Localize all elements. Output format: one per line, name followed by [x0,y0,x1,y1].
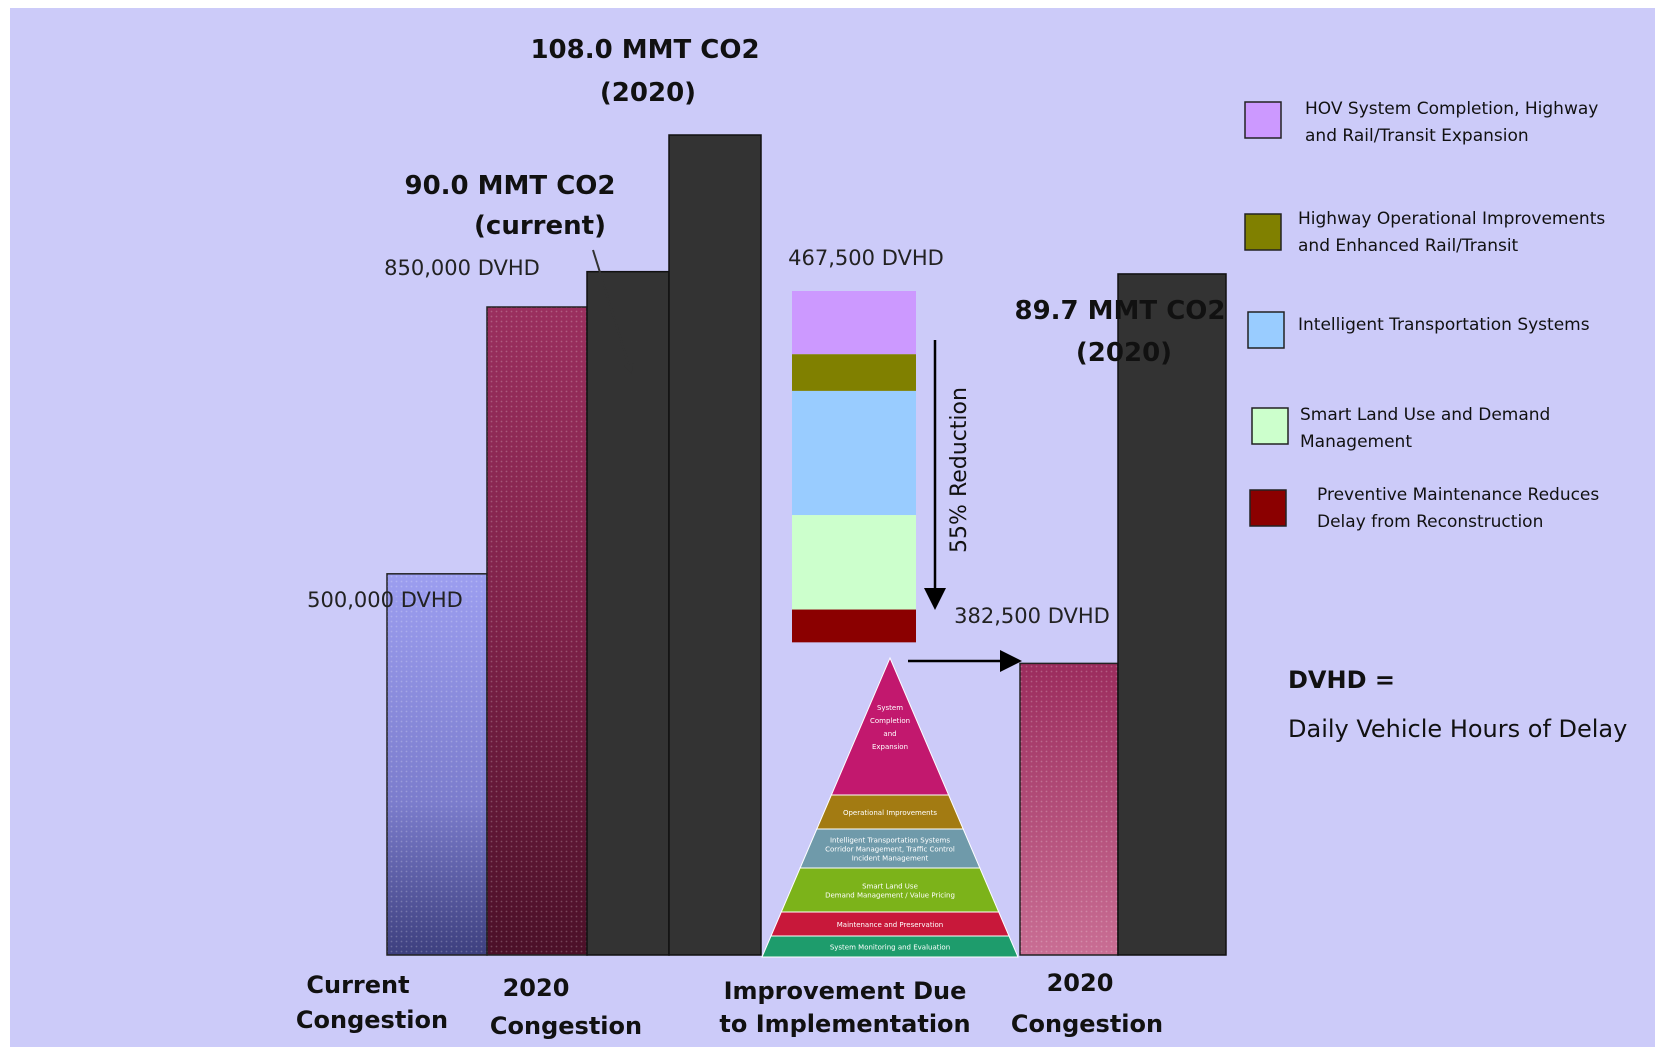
legend-swatch-maintenance [1249,489,1287,527]
category-label-2020-line1: 2020 [503,974,570,1002]
pyramid-layer-label: Incident Management [852,855,929,863]
co2-bar-2020 [668,134,762,956]
legend-label-hov: HOV System Completion, Highway [1305,99,1598,119]
legend-label-maintenance: Preventive Maintenance Reduces [1317,485,1599,505]
pyramid-layer-label: Smart Land Use [862,883,918,891]
category-label-2020-line2: Congestion [490,1012,642,1040]
dvhd-label-2020-after: 382,500 DVHD [954,604,1110,628]
pyramid-layer-label: Corridor Management, Traffic Control [825,846,955,854]
implementation-pyramid: System Completion and Expansion Operational … [761,656,1019,958]
legend-label-land_use: Smart Land Use and Demand [1300,405,1550,425]
legend-swatch-land_use [1251,407,1289,445]
co2-current-pointer-arrow [592,249,634,374]
legend-label-maintenance: Delay from Reconstruction [1317,512,1543,532]
stack-segment-hov [792,291,916,355]
pyramid-layer-label: System [877,704,903,712]
legend-swatch-hov [1244,101,1282,139]
dvhd-definition-title: DVHD = [1288,666,1395,694]
legend: HOV System Completion, Highway and Rail/T… [1244,99,1605,532]
category-label-current-line2: Congestion [296,1006,448,1034]
legend-swatch-its [1247,311,1285,349]
co2-label-current-line2: (current) [474,211,606,241]
co2-label-current-line1: 90.0 MMT CO2 [404,171,615,201]
dvhd-label-2020: 850,000 DVHD [384,256,540,280]
legend-swatch-highway_ops [1244,213,1282,251]
category-label-current-line1: Current [306,971,409,999]
reduction-label: 55% Reduction [947,387,972,553]
co2-label-2020-line2: (2020) [600,78,696,108]
pyramid-layer-label: and [883,730,896,738]
category-label-improvement-line1: Improvement Due [724,977,967,1005]
pyramid-layer-label: Demand Management / Value Pricing [825,892,955,900]
co2-bar-2020-after [1117,273,1227,956]
stack-segment-highway_ops [792,354,916,391]
legend-label-highway_ops: Highway Operational Improvements [1298,209,1605,229]
legend-label-land_use: Management [1300,432,1412,452]
category-label-2020b-line1: 2020 [1047,969,1114,997]
co2-bar-current [586,270,670,956]
pyramid-layer-label: Operational Improvements [843,809,937,817]
co2-label-2020-line1: 108.0 MMT CO2 [530,35,759,65]
legend-label-its: Intelligent Transportation Systems [1298,315,1590,335]
pyramid-layer-label: System Monitoring and Evaluation [830,944,950,952]
stack-segment-its [792,390,916,516]
co2-label-2020b-line1: 89.7 MMT CO2 [1014,296,1225,326]
pyramid-layer-label: Completion [870,717,910,725]
bar-2020-congestion-after-texture [1020,663,1118,955]
co2-label-2020b-line2: (2020) [1076,338,1172,368]
pyramid-layer-label: Maintenance and Preservation [837,921,944,929]
legend-label-highway_ops: and Enhanced Rail/Transit [1298,236,1519,256]
category-label-improvement-line2: to Implementation [719,1010,970,1038]
dvhd-definition-text: Daily Vehicle Hours of Delay [1288,715,1627,743]
dvhd-label-improvement: 467,500 DVHD [788,246,944,270]
pyramid-layer-label: Expansion [872,743,908,751]
bar-current-congestion-texture [387,573,487,955]
pyramid-layer-5 [761,935,1019,958]
pyramid-layer-label: Intelligent Transportation Systems [830,837,950,845]
bar-2020-congestion-texture [487,307,587,955]
stack-segment-maintenance [792,609,916,643]
category-label-2020b-line2: Congestion [1011,1010,1163,1038]
dvhd-label-current: 500,000 DVHD [307,588,463,612]
stack-segment-land_use [792,515,916,610]
legend-label-hov: and Rail/Transit Expansion [1305,126,1529,146]
